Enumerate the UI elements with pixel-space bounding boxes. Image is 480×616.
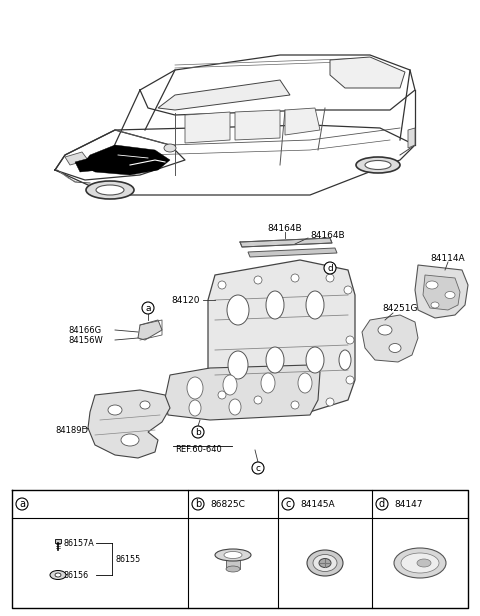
Ellipse shape bbox=[187, 377, 203, 399]
Text: 86157A: 86157A bbox=[63, 538, 94, 548]
Ellipse shape bbox=[307, 550, 343, 576]
Text: 84251G: 84251G bbox=[382, 304, 418, 312]
Polygon shape bbox=[138, 320, 162, 340]
Ellipse shape bbox=[417, 559, 431, 567]
Ellipse shape bbox=[229, 399, 241, 415]
Ellipse shape bbox=[96, 185, 124, 195]
Circle shape bbox=[326, 398, 334, 406]
Circle shape bbox=[16, 498, 28, 510]
Text: b: b bbox=[195, 499, 201, 509]
Ellipse shape bbox=[266, 291, 284, 319]
Circle shape bbox=[282, 498, 294, 510]
Polygon shape bbox=[330, 57, 405, 88]
Ellipse shape bbox=[228, 351, 248, 379]
Circle shape bbox=[192, 426, 204, 438]
Circle shape bbox=[324, 262, 336, 274]
Ellipse shape bbox=[365, 161, 391, 169]
Polygon shape bbox=[362, 315, 418, 362]
Ellipse shape bbox=[108, 405, 122, 415]
Ellipse shape bbox=[319, 559, 331, 567]
Circle shape bbox=[192, 498, 204, 510]
Ellipse shape bbox=[394, 548, 446, 578]
Circle shape bbox=[254, 276, 262, 284]
Circle shape bbox=[346, 376, 354, 384]
Text: c: c bbox=[255, 463, 261, 472]
Text: 84166G: 84166G bbox=[68, 325, 101, 334]
Ellipse shape bbox=[164, 144, 176, 152]
Circle shape bbox=[142, 302, 154, 314]
Circle shape bbox=[376, 498, 388, 510]
Ellipse shape bbox=[224, 551, 242, 559]
Circle shape bbox=[218, 281, 226, 289]
Bar bbox=[55, 539, 61, 543]
Ellipse shape bbox=[227, 295, 249, 325]
Text: 84147: 84147 bbox=[394, 500, 422, 508]
Ellipse shape bbox=[86, 181, 134, 199]
Text: 84164B: 84164B bbox=[268, 224, 302, 232]
Polygon shape bbox=[208, 260, 355, 415]
Polygon shape bbox=[165, 365, 320, 420]
Polygon shape bbox=[415, 265, 468, 318]
Circle shape bbox=[291, 401, 299, 409]
Text: 84145A: 84145A bbox=[300, 500, 335, 508]
Text: 84114A: 84114A bbox=[431, 254, 465, 262]
Ellipse shape bbox=[223, 375, 237, 395]
Ellipse shape bbox=[226, 566, 240, 572]
Ellipse shape bbox=[55, 573, 61, 577]
Polygon shape bbox=[235, 110, 280, 140]
Ellipse shape bbox=[121, 434, 139, 446]
Text: d: d bbox=[379, 499, 385, 509]
Text: 84189D: 84189D bbox=[55, 426, 88, 434]
Circle shape bbox=[344, 286, 352, 294]
Bar bbox=[226, 555, 240, 569]
Text: REF.60-640: REF.60-640 bbox=[175, 445, 221, 454]
Ellipse shape bbox=[215, 549, 251, 561]
Ellipse shape bbox=[306, 291, 324, 319]
Circle shape bbox=[218, 391, 226, 399]
Text: 86155: 86155 bbox=[115, 554, 140, 564]
Text: 86156: 86156 bbox=[63, 570, 88, 580]
Text: b: b bbox=[195, 428, 201, 437]
Ellipse shape bbox=[313, 554, 337, 572]
Polygon shape bbox=[65, 152, 88, 165]
Text: a: a bbox=[145, 304, 151, 312]
Ellipse shape bbox=[445, 291, 455, 299]
Circle shape bbox=[291, 274, 299, 282]
Polygon shape bbox=[75, 158, 105, 172]
Ellipse shape bbox=[189, 400, 201, 416]
Text: d: d bbox=[327, 264, 333, 272]
Circle shape bbox=[254, 396, 262, 404]
Ellipse shape bbox=[306, 347, 324, 373]
Polygon shape bbox=[423, 275, 460, 310]
Polygon shape bbox=[158, 80, 290, 110]
Circle shape bbox=[252, 462, 264, 474]
Text: a: a bbox=[19, 499, 25, 509]
Polygon shape bbox=[285, 108, 320, 135]
Ellipse shape bbox=[266, 347, 284, 373]
Ellipse shape bbox=[50, 570, 66, 580]
Polygon shape bbox=[248, 248, 337, 257]
Ellipse shape bbox=[426, 281, 438, 289]
Text: 84156W: 84156W bbox=[68, 336, 103, 344]
Ellipse shape bbox=[140, 401, 150, 409]
Polygon shape bbox=[240, 238, 332, 247]
Polygon shape bbox=[408, 128, 415, 148]
Circle shape bbox=[346, 336, 354, 344]
Circle shape bbox=[326, 274, 334, 282]
Ellipse shape bbox=[389, 344, 401, 352]
Text: 86825C: 86825C bbox=[210, 500, 245, 508]
Text: 84164B: 84164B bbox=[310, 230, 345, 240]
Text: 84120: 84120 bbox=[171, 296, 200, 304]
Ellipse shape bbox=[431, 302, 439, 308]
Polygon shape bbox=[88, 390, 170, 458]
Ellipse shape bbox=[378, 325, 392, 335]
Ellipse shape bbox=[356, 157, 400, 173]
Polygon shape bbox=[185, 112, 230, 143]
Polygon shape bbox=[82, 145, 170, 175]
Ellipse shape bbox=[261, 373, 275, 393]
Ellipse shape bbox=[401, 553, 439, 573]
Text: c: c bbox=[285, 499, 291, 509]
Ellipse shape bbox=[339, 350, 351, 370]
Ellipse shape bbox=[298, 373, 312, 393]
